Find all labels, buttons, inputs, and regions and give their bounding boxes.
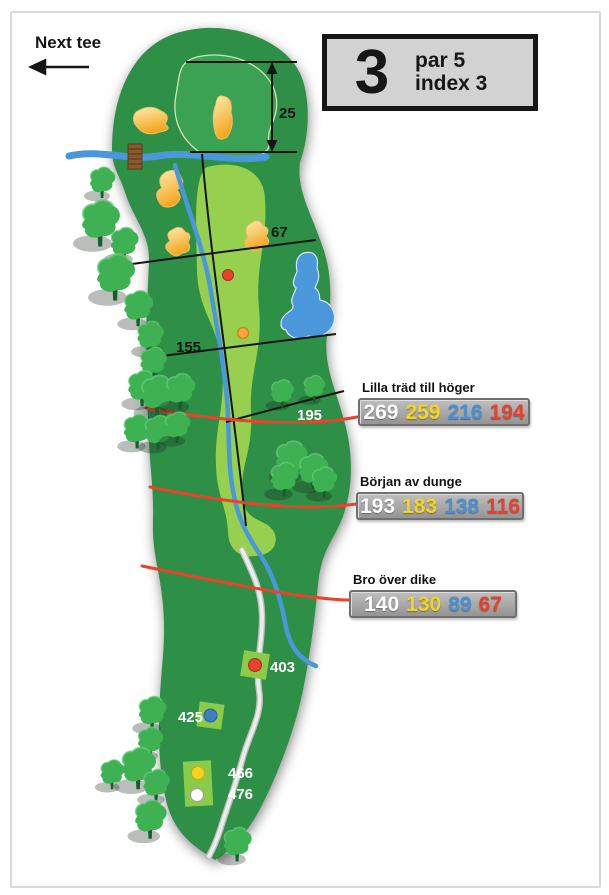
distance-red: 194: [489, 400, 525, 424]
stream-top: [65, 150, 270, 163]
arc-155: [145, 333, 337, 359]
left-arrow-icon: [28, 58, 89, 76]
distance-yellow: 130: [406, 592, 442, 616]
bunker-upper-left: [156, 169, 184, 208]
next-tee-label: Next tee: [35, 33, 101, 52]
bunkers: [132, 95, 270, 257]
distance-callout-label: Bro över dike: [353, 572, 437, 587]
arc-67-label: 67: [271, 224, 288, 241]
measure-lines: [131, 61, 345, 527]
hole-index: index 3: [415, 71, 488, 95]
marker-dot-orange: [236, 326, 250, 340]
fairway: [196, 164, 276, 557]
tee-yellow-label: 466: [228, 765, 253, 782]
depth-arrowheads: [266, 62, 278, 152]
distance-red: 67: [478, 592, 502, 616]
tee-red-label: 403: [270, 659, 295, 676]
hole-badge: 3 par 5 index 3: [322, 34, 538, 111]
stream-side: [172, 162, 319, 669]
arc-borjan-dunge: [148, 485, 358, 509]
tee-blue: [196, 701, 225, 730]
distance-callout-label: Lilla träd till höger: [362, 380, 475, 395]
cart-path: [205, 546, 266, 860]
green-depth-label: 25: [279, 105, 296, 122]
distance-box: 140 130 89 67: [349, 590, 517, 618]
distance-blue: 89: [448, 592, 472, 616]
arc-67: [131, 239, 317, 265]
distance-blue: 216: [447, 400, 483, 424]
tee-blue-label: 425: [178, 709, 203, 726]
distance-red: 116: [486, 494, 521, 518]
distance-yellow: 183: [402, 494, 438, 518]
tee-red: [240, 650, 270, 680]
bunker-greenside-right: [212, 95, 233, 140]
bunker-greenside-left: [132, 106, 169, 135]
distance-callout-label: Början av dunge: [360, 474, 462, 489]
arc-155-label: 155: [176, 339, 201, 356]
distance-white: 193: [359, 494, 396, 518]
hole-number: 3: [354, 37, 389, 107]
pond: [280, 251, 336, 340]
hole-par: par 5: [415, 49, 466, 73]
tree-icon: [126, 799, 168, 844]
arc-195-label: 195: [297, 407, 322, 424]
tee-yellow-white: [182, 760, 214, 807]
bridge: [127, 143, 143, 170]
distance-blue: 138: [444, 494, 480, 518]
distance-white: 140: [364, 592, 400, 616]
distance-box: 193 183 138 116: [356, 492, 524, 520]
distance-box: 269 259 216 194: [358, 398, 530, 426]
tree-icon: [83, 166, 116, 203]
distance-white: 269: [363, 400, 399, 424]
distance-callout-1: Lilla träd till höger 269 259 216 194: [358, 380, 530, 426]
tee-white-label: 476: [228, 786, 253, 803]
distance-callout-3: Bro över dike 140 130 89 67: [349, 572, 517, 618]
arc-bro-dike: [140, 564, 353, 602]
distance-callout-2: Början av dunge 193 183 138 116: [356, 474, 524, 520]
marker-dot-red: [222, 269, 234, 281]
bunker-mid-left: [165, 226, 191, 257]
distance-yellow: 259: [405, 400, 441, 424]
